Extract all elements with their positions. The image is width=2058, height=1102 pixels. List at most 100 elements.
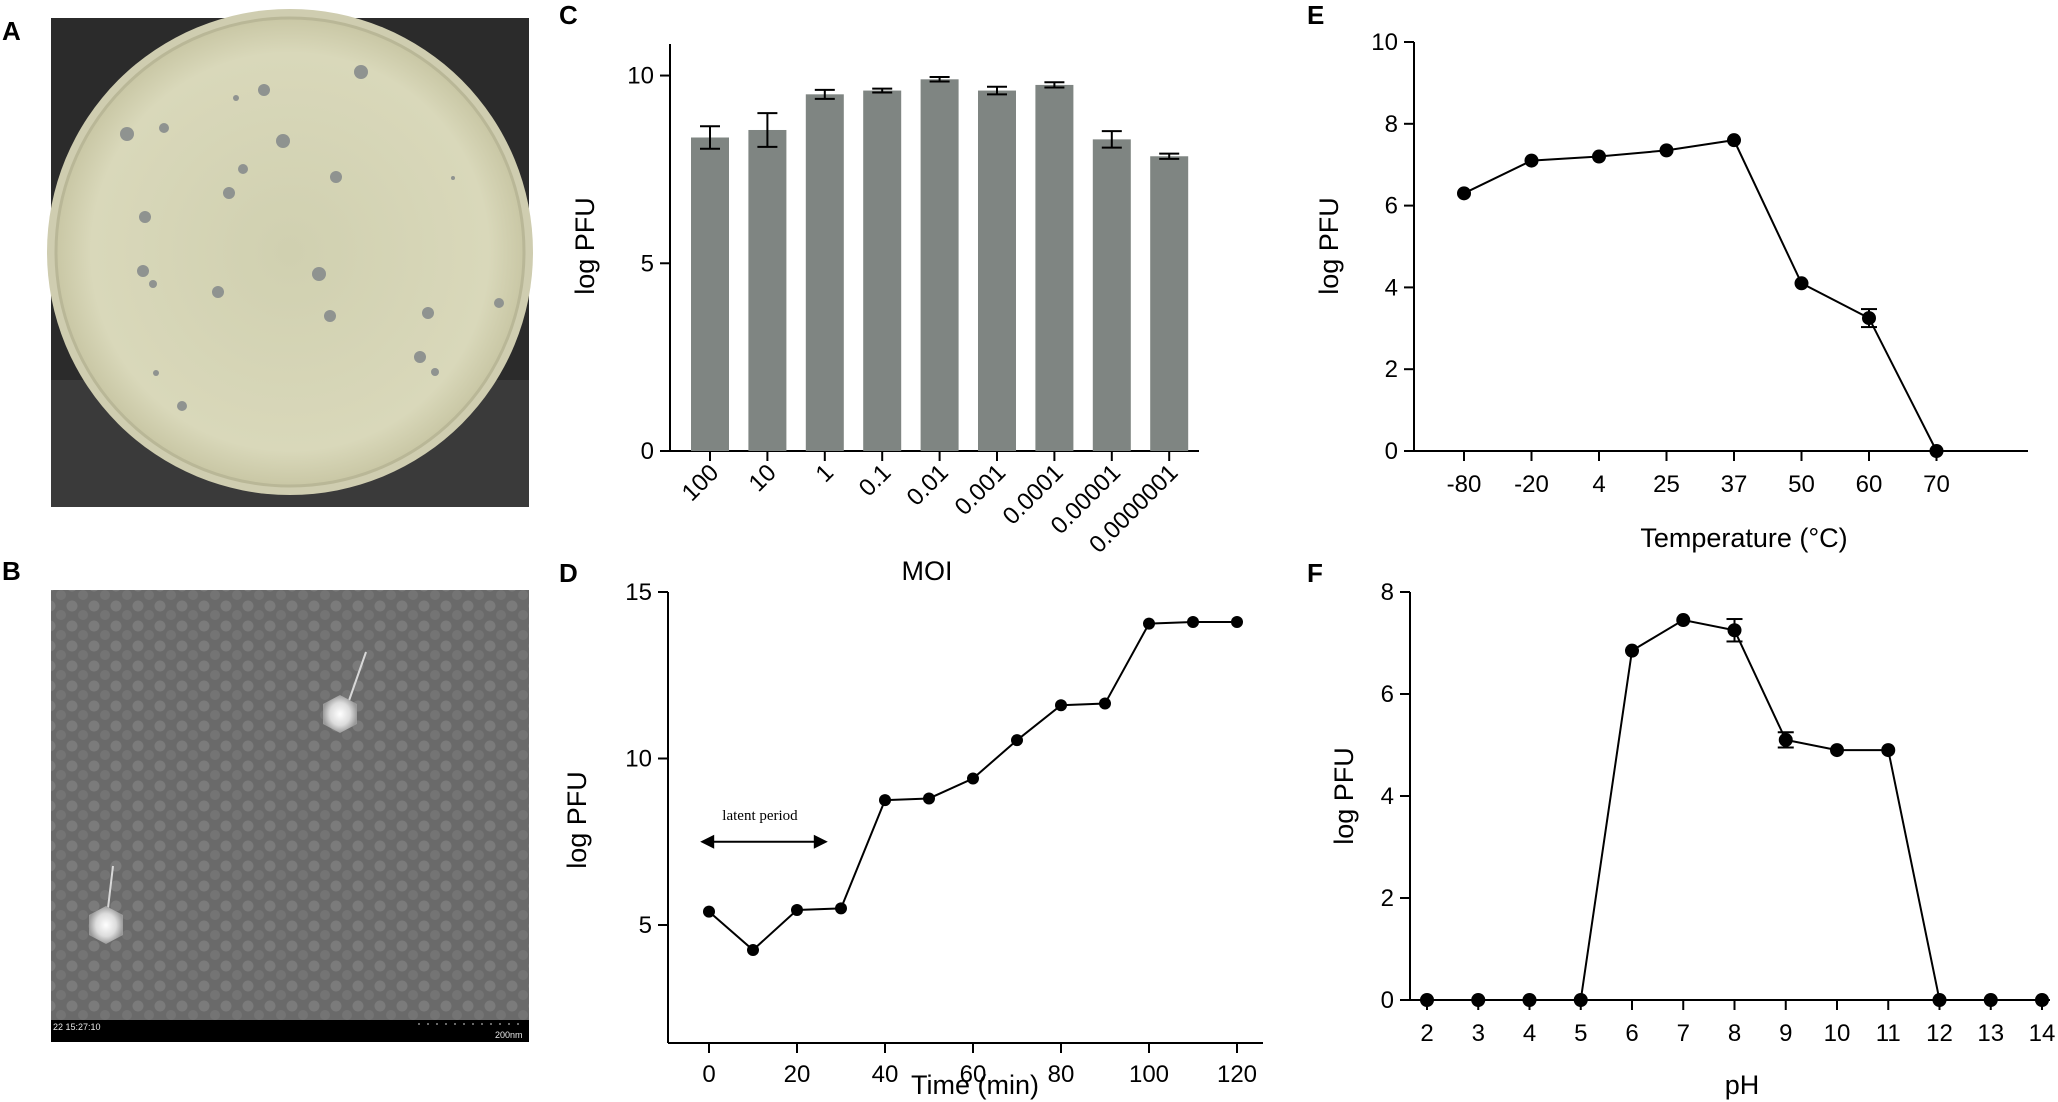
x-tick-label: 7 [1677,1020,1690,1047]
panel-letter-f: F [1307,558,1323,588]
data-point [1929,444,1944,458]
x-axis-label: MOI [902,556,953,586]
y-tick-label: 8 [1381,579,1394,606]
data-point [923,792,935,805]
data-point [1592,149,1606,164]
x-tick-label: 6 [1625,1020,1638,1047]
data-point [1659,143,1674,158]
panel-letter-d: D [559,558,578,588]
x-tick-label: 4 [1592,471,1605,498]
x-tick-label: 9 [1779,1020,1792,1047]
y-tick-label: 10 [627,63,654,90]
x-tick-label: 11 [1876,1020,1901,1047]
y-tick-label: 4 [1381,783,1394,810]
data-point [1573,993,1588,1007]
x-axis-label: Time (min) [911,1070,1039,1100]
x-tick-label: 4 [1523,1020,1536,1047]
tem-scale-label: 200nm [495,1030,523,1040]
y-tick-label: 5 [641,250,654,277]
y-tick-label: 15 [625,579,652,606]
x-tick-label: 120 [1217,1061,1257,1088]
x-axis-label: Temperature (°C) [1640,523,1847,553]
bar-0.1 [863,90,902,452]
data-point [835,902,847,915]
x-tick-label: 14 [2029,1020,2056,1047]
data-point [1471,993,1486,1007]
bar-1 [805,94,844,452]
bar-0.0001 [1035,84,1074,451]
data-point [747,943,759,956]
chart-growth-line: log PFU Time (min) latent period 5 10 15 0 2… [562,579,1263,1100]
phage-particle [89,865,123,944]
arrowhead-right [813,834,828,849]
x-tick-label: 50 [1788,471,1815,498]
growth-series-line [708,620,1237,952]
x-tick-label: -80 [1447,471,1482,498]
x-axis-label: pH [1725,1070,1760,1100]
data-point [1625,643,1639,658]
x-tick-label: 0.1 [854,459,897,502]
x-tick-label: 3 [1472,1020,1485,1047]
y-tick-label: 2 [1385,356,1398,383]
temperature-series-line [1463,139,1938,452]
x-tick-label: 70 [1923,471,1950,498]
data-point [1011,734,1023,747]
bar-100 [691,137,729,451]
data-point [1881,743,1896,758]
data-point [1522,993,1537,1007]
tem-timestamp: 22 15:27:10 [53,1022,101,1032]
arrowhead-left [700,834,715,849]
data-point [1727,133,1741,148]
data-point [1099,697,1111,710]
data-point [1231,615,1243,628]
plaques [120,65,504,411]
x-tick-label: 40 [872,1061,899,1088]
bar-0.001 [978,90,1016,452]
y-axis-label: log PFU [1329,747,1359,845]
y-tick-label: 4 [1385,274,1398,301]
x-tick-label: 80 [1048,1061,1075,1088]
data-point [1187,615,1199,628]
x-tick-label: 2 [1420,1020,1433,1047]
y-tick-label: 0 [1381,987,1394,1014]
x-tick-label: 5 [1574,1020,1587,1047]
panel-letter-e: E [1307,0,1324,30]
data-point [1794,276,1809,291]
bar-0.00001 [1092,139,1131,451]
chart-temperature-line: log PFU Temperature (°C) 0 2 4 6 8 10 -80 -20 4 2… [1314,29,2028,553]
x-tick-label: 8 [1728,1020,1741,1047]
data-point [879,794,891,807]
y-tick-label: 6 [1381,681,1394,708]
data-point [967,772,979,785]
x-tick-label: 60 [1856,471,1883,498]
y-axis-label: log PFU [562,771,592,869]
y-tick-label: 5 [639,912,652,939]
panel-letter-b: B [2,556,21,586]
data-point [1676,613,1691,628]
x-tick-label: 10 [1824,1020,1851,1047]
y-axis-label: log PFU [1314,197,1344,295]
data-point [1055,699,1067,712]
y-tick-label: 2 [1381,885,1394,912]
x-tick-label: 0.01 [902,459,954,511]
data-point [703,905,715,918]
x-tick-label: 13 [1977,1020,2004,1047]
y-tick-label: 10 [1371,29,1398,56]
bar-10 [748,129,787,451]
y-tick-label: 8 [1385,111,1398,138]
x-tick-label: 100 [677,459,724,506]
x-tick-label: 100 [1129,1061,1169,1088]
data-point [1727,623,1742,638]
y-tick-label: 10 [625,746,652,773]
data-point [2035,993,2049,1007]
y-tick-label: 6 [1385,193,1398,220]
bar-0.0000001 [1150,156,1189,451]
data-point [1830,743,1844,758]
bar-0.01 [920,79,959,452]
y-axis-label: log PFU [570,197,600,295]
data-point [1983,993,1998,1007]
phage-particle [323,651,367,733]
